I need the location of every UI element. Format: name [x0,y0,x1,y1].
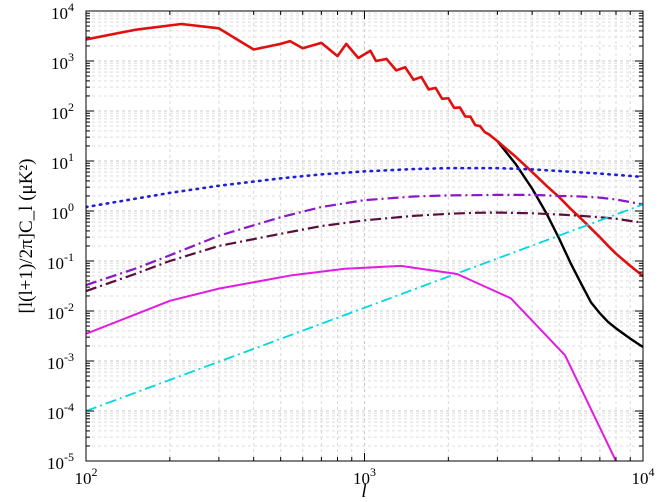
tick-label: 10-3 [47,350,74,373]
series-line-6 [86,203,643,412]
series-line-4 [86,193,643,287]
series-line-7 [86,264,618,461]
grid [85,11,643,462]
tick-label: 101 [51,150,74,173]
tick-label: 102 [51,100,74,123]
series-line-5 [86,211,643,293]
tick-label: 104 [632,465,655,488]
tick-label: 10-4 [47,400,74,423]
tick-label: 10-2 [47,300,74,323]
series-group [86,22,643,461]
tick-label: 100 [51,200,74,223]
tick-label: 104 [51,0,74,23]
tick-labels: 102 103 104 10-5 10-4 10-3 10-2 10-1 100 101 102 10… [47,0,655,488]
x-axis-label: l [361,481,366,502]
series-line-1 [496,140,643,349]
tick-label: 102 [75,465,98,488]
tick-label: 10-5 [47,450,74,473]
y-axis-label: [l(l+1)/2π]C_l (μK²) [16,159,37,314]
tick-label: 103 [51,50,74,73]
tick-label: 10-1 [47,250,74,273]
series-line-3 [86,166,643,209]
series-line-2 [86,22,643,278]
ticks [85,11,643,462]
tick-label: 103 [353,465,376,488]
